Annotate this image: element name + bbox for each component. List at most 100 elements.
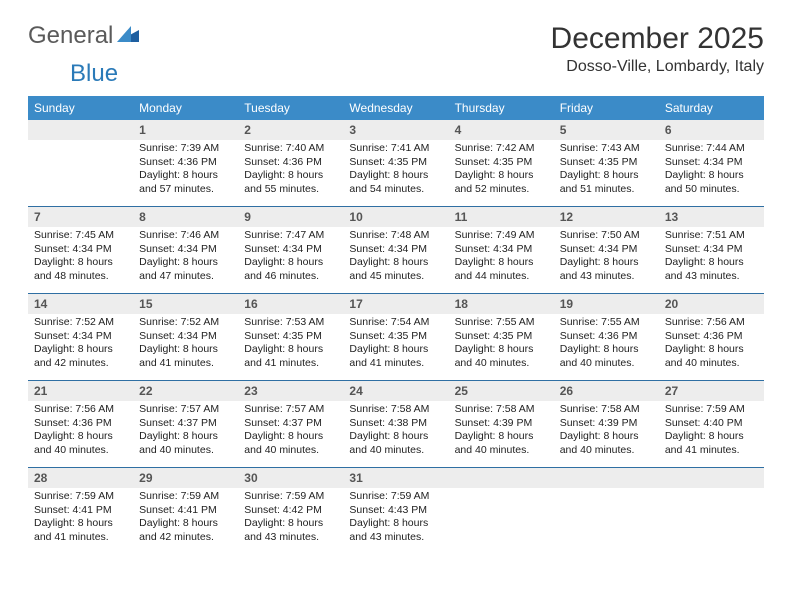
day-body: Sunrise: 7:57 AMSunset: 4:37 PMDaylight:…: [238, 401, 343, 464]
sunset-text: Sunset: 4:42 PM: [244, 504, 337, 518]
weekday-header: Monday: [133, 96, 238, 120]
day-number: 29: [133, 468, 238, 488]
day-body: Sunrise: 7:39 AMSunset: 4:36 PMDaylight:…: [133, 140, 238, 203]
sunrise-text: Sunrise: 7:59 AM: [139, 490, 232, 504]
sunset-text: Sunset: 4:34 PM: [665, 243, 758, 257]
weekday-header: Saturday: [659, 96, 764, 120]
day-body: Sunrise: 7:55 AMSunset: 4:36 PMDaylight:…: [554, 314, 659, 377]
day-number: 26: [554, 381, 659, 401]
sunrise-text: Sunrise: 7:58 AM: [560, 403, 653, 417]
daylight-text: Daylight: 8 hours and 41 minutes.: [349, 343, 442, 370]
day-body: Sunrise: 7:52 AMSunset: 4:34 PMDaylight:…: [133, 314, 238, 377]
day-body: Sunrise: 7:47 AMSunset: 4:34 PMDaylight:…: [238, 227, 343, 290]
day-number: 3: [343, 120, 448, 140]
sunrise-text: Sunrise: 7:52 AM: [34, 316, 127, 330]
day-number: [659, 468, 764, 488]
daylight-text: Daylight: 8 hours and 40 minutes.: [455, 343, 548, 370]
day-body: Sunrise: 7:42 AMSunset: 4:35 PMDaylight:…: [449, 140, 554, 203]
sunset-text: Sunset: 4:34 PM: [139, 243, 232, 257]
sunset-text: Sunset: 4:36 PM: [665, 330, 758, 344]
day-number: 15: [133, 294, 238, 314]
day-number: 22: [133, 381, 238, 401]
weekday-header: Tuesday: [238, 96, 343, 120]
calendar-day-cell: 28Sunrise: 7:59 AMSunset: 4:41 PMDayligh…: [28, 468, 133, 555]
daylight-text: Daylight: 8 hours and 41 minutes.: [34, 517, 127, 544]
sunrise-text: Sunrise: 7:49 AM: [455, 229, 548, 243]
sunrise-text: Sunrise: 7:40 AM: [244, 142, 337, 156]
daylight-text: Daylight: 8 hours and 42 minutes.: [34, 343, 127, 370]
day-number: 4: [449, 120, 554, 140]
calendar-day-cell: 27Sunrise: 7:59 AMSunset: 4:40 PMDayligh…: [659, 381, 764, 468]
day-body: Sunrise: 7:56 AMSunset: 4:36 PMDaylight:…: [28, 401, 133, 464]
daylight-text: Daylight: 8 hours and 52 minutes.: [455, 169, 548, 196]
sunrise-text: Sunrise: 7:43 AM: [560, 142, 653, 156]
sunrise-text: Sunrise: 7:48 AM: [349, 229, 442, 243]
sunset-text: Sunset: 4:34 PM: [560, 243, 653, 257]
day-number: 19: [554, 294, 659, 314]
daylight-text: Daylight: 8 hours and 40 minutes.: [244, 430, 337, 457]
day-number: 18: [449, 294, 554, 314]
sunrise-text: Sunrise: 7:57 AM: [244, 403, 337, 417]
day-number: [449, 468, 554, 488]
sunset-text: Sunset: 4:36 PM: [244, 156, 337, 170]
day-body: Sunrise: 7:43 AMSunset: 4:35 PMDaylight:…: [554, 140, 659, 203]
calendar-day-cell: 13Sunrise: 7:51 AMSunset: 4:34 PMDayligh…: [659, 207, 764, 294]
calendar-day-cell: 8Sunrise: 7:46 AMSunset: 4:34 PMDaylight…: [133, 207, 238, 294]
day-number: 17: [343, 294, 448, 314]
day-number: 13: [659, 207, 764, 227]
sunset-text: Sunset: 4:34 PM: [244, 243, 337, 257]
day-number: 8: [133, 207, 238, 227]
day-number: 2: [238, 120, 343, 140]
calendar-day-cell: 26 Sunrise: 7:58 AMSunset: 4:39 PMDayligh…: [554, 381, 659, 468]
sunset-text: Sunset: 4:39 PM: [560, 417, 653, 431]
day-body: Sunrise: 7:58 AMSunset: 4:39 PMDaylight:…: [449, 401, 554, 464]
calendar-day-cell: 14 Sunrise: 7:52 AMSunset: 4:34 PMDayligh…: [28, 294, 133, 381]
sunset-text: Sunset: 4:35 PM: [244, 330, 337, 344]
sunrise-text: Sunrise: 7:59 AM: [244, 490, 337, 504]
day-number: [554, 468, 659, 488]
day-body: Sunrise: 7:59 AMSunset: 4:41 PMDaylight:…: [28, 488, 133, 551]
calendar-day-cell: 5Sunrise: 7:43 AMSunset: 4:35 PMDaylight…: [554, 120, 659, 207]
calendar-day-cell: 21Sunrise: 7:56 AMSunset: 4:36 PMDayligh…: [28, 381, 133, 468]
sunrise-text: Sunrise: 7:55 AM: [560, 316, 653, 330]
day-number: 1: [133, 120, 238, 140]
sunset-text: Sunset: 4:38 PM: [349, 417, 442, 431]
calendar-day-cell: 19Sunrise: 7:55 AMSunset: 4:36 PMDayligh…: [554, 294, 659, 381]
day-number: 14: [28, 294, 133, 314]
daylight-text: Daylight: 8 hours and 40 minutes.: [139, 430, 232, 457]
sunset-text: Sunset: 4:34 PM: [34, 330, 127, 344]
calendar-table: Sunday Monday Tuesday Wednesday Thursday…: [28, 96, 764, 554]
day-body: Sunrise: 7:45 AMSunset: 4:34 PMDaylight:…: [28, 227, 133, 290]
day-number: 6: [659, 120, 764, 140]
day-number: 5: [554, 120, 659, 140]
sunset-text: Sunset: 4:37 PM: [139, 417, 232, 431]
day-body: Sunrise: 7:58 AMSunset: 4:38 PMDaylight:…: [343, 401, 448, 464]
daylight-text: Daylight: 8 hours and 43 minutes.: [244, 517, 337, 544]
daylight-text: Daylight: 8 hours and 54 minutes.: [349, 169, 442, 196]
calendar-day-cell: 31Sunrise: 7:59 AMSunset: 4:43 PMDayligh…: [343, 468, 448, 555]
day-body: Sunrise: 7:59 AMSunset: 4:42 PMDaylight:…: [238, 488, 343, 551]
sunset-text: Sunset: 4:35 PM: [455, 156, 548, 170]
logo: General: [28, 22, 141, 50]
daylight-text: Daylight: 8 hours and 40 minutes.: [560, 430, 653, 457]
sunset-text: Sunset: 4:34 PM: [665, 156, 758, 170]
calendar-day-cell: 1Sunrise: 7:39 AMSunset: 4:36 PMDaylight…: [133, 120, 238, 207]
sunrise-text: Sunrise: 7:54 AM: [349, 316, 442, 330]
calendar-week-row: 21Sunrise: 7:56 AMSunset: 4:36 PMDayligh…: [28, 381, 764, 468]
calendar-day-cell: 16Sunrise: 7:53 AMSunset: 4:35 PMDayligh…: [238, 294, 343, 381]
calendar-day-cell: 25Sunrise: 7:58 AMSunset: 4:39 PMDayligh…: [449, 381, 554, 468]
sunrise-text: Sunrise: 7:59 AM: [665, 403, 758, 417]
sunrise-text: Sunrise: 7:53 AM: [244, 316, 337, 330]
day-body: Sunrise: 7:48 AMSunset: 4:34 PMDaylight:…: [343, 227, 448, 290]
sunrise-text: Sunrise: 7:58 AM: [455, 403, 548, 417]
calendar-day-cell: [554, 468, 659, 555]
daylight-text: Daylight: 8 hours and 57 minutes.: [139, 169, 232, 196]
daylight-text: Daylight: 8 hours and 41 minutes.: [244, 343, 337, 370]
daylight-text: Daylight: 8 hours and 40 minutes.: [560, 343, 653, 370]
daylight-text: Daylight: 8 hours and 40 minutes.: [34, 430, 127, 457]
daylight-text: Daylight: 8 hours and 45 minutes.: [349, 256, 442, 283]
sunrise-text: Sunrise: 7:57 AM: [139, 403, 232, 417]
calendar-day-cell: 23Sunrise: 7:57 AMSunset: 4:37 PMDayligh…: [238, 381, 343, 468]
day-number: 23: [238, 381, 343, 401]
day-body: Sunrise: 7:59 AMSunset: 4:40 PMDaylight:…: [659, 401, 764, 464]
